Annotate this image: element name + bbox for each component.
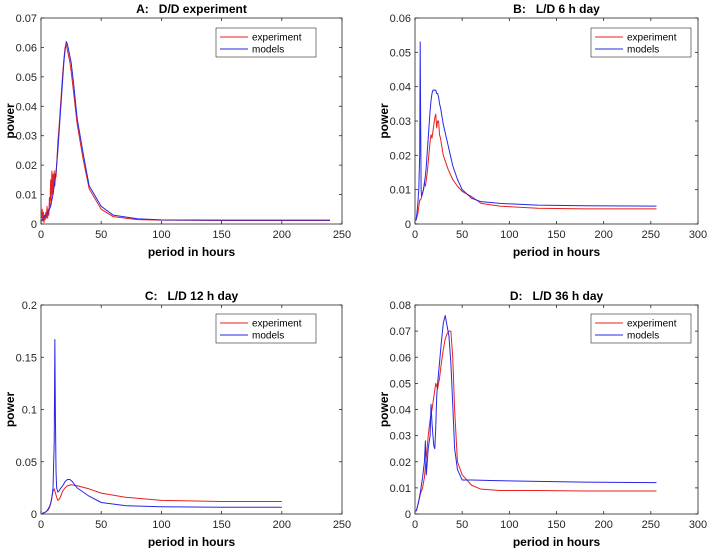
x-tick-label: 50 (456, 519, 468, 531)
x-tick-label: 100 (500, 229, 518, 241)
x-tick-label: 150 (212, 229, 230, 241)
series-line-experiment (41, 43, 330, 224)
x-axis-label: period in hours (513, 245, 601, 259)
y-tick-label: 0 (31, 219, 37, 231)
x-tick-label: 200 (594, 519, 612, 531)
y-tick-label: 0 (31, 509, 37, 521)
legend-label-models: models (252, 331, 284, 342)
x-tick-label: 0 (412, 519, 418, 531)
legend-box (590, 27, 692, 58)
chart-title: A: D/D experiment (136, 2, 247, 16)
x-tick-label: 300 (689, 519, 707, 531)
legend-box (590, 313, 692, 344)
y-tick-label: 0.03 (390, 116, 411, 128)
y-axis-label: power (377, 392, 391, 428)
y-tick-label: 0.2 (22, 300, 37, 312)
x-tick-label: 250 (333, 229, 351, 241)
y-tick-label: 0.15 (16, 352, 37, 364)
chart-panel-3: C: L/D 12 h day 0 50 100 150 200 250 0 0.05 0.1 0.… (3, 289, 351, 548)
series-line-models (415, 41, 657, 221)
x-tick-label: 0 (412, 229, 418, 241)
y-tick-label: 0.07 (16, 13, 37, 25)
y-tick-label: 0.04 (16, 101, 37, 113)
x-tick-label: 50 (456, 229, 468, 241)
chart-title: C: L/D 12 h day (145, 289, 239, 303)
x-tick-label: 300 (689, 229, 707, 241)
plot-area-frame (40, 17, 343, 225)
x-tick-label: 50 (95, 229, 107, 241)
y-tick-label: 0.01 (390, 483, 411, 495)
y-tick-label: 0.01 (390, 185, 411, 197)
legend-box (215, 27, 317, 58)
legend-label-models: models (627, 45, 659, 56)
x-tick-label: 250 (642, 229, 660, 241)
chart-title: B: L/D 6 h day (513, 2, 600, 16)
x-tick-label: 100 (152, 519, 170, 531)
y-tick-label: 0.01 (16, 190, 37, 202)
x-tick-label: 200 (273, 229, 291, 241)
y-tick-label: 0.08 (390, 300, 411, 312)
x-tick-label: 250 (333, 519, 351, 531)
y-tick-label: 0.02 (390, 457, 411, 469)
x-tick-label: 100 (152, 229, 170, 241)
y-tick-label: 0.06 (390, 13, 411, 25)
series-line-models (42, 338, 282, 514)
series-line-models (41, 41, 330, 222)
legend-label-experiment: experiment (627, 319, 677, 330)
y-tick-label: 0.02 (16, 160, 37, 172)
x-tick-label: 150 (547, 519, 565, 531)
y-tick-label: 0.06 (390, 352, 411, 364)
y-axis-label: power (3, 103, 17, 139)
y-tick-label: 0.06 (16, 42, 37, 54)
y-tick-label: 0.1 (22, 405, 37, 417)
y-tick-label: 0 (405, 509, 411, 521)
x-tick-label: 0 (38, 519, 44, 531)
x-tick-label: 100 (500, 519, 518, 531)
y-tick-label: 0.05 (390, 47, 411, 59)
y-tick-label: 0.05 (16, 72, 37, 84)
legend-label-experiment: experiment (252, 319, 302, 330)
y-axis-label: power (3, 392, 17, 428)
y-tick-label: 0.02 (390, 150, 411, 162)
legend-label-models: models (252, 45, 284, 56)
y-tick-label: 0.07 (390, 326, 411, 338)
x-tick-label: 250 (642, 519, 660, 531)
x-tick-label: 50 (95, 519, 107, 531)
y-tick-label: 0.03 (390, 431, 411, 443)
y-tick-label: 0.03 (16, 131, 37, 143)
legend-label-experiment: experiment (252, 33, 302, 44)
x-axis-label: period in hours (148, 245, 236, 259)
series-line-models (415, 314, 657, 512)
chart-panel-2: B: L/D 6 h day 0 50 100 150 200 250 300 0 0.01 0.0… (377, 2, 707, 259)
y-axis-label: power (377, 103, 391, 139)
chart-panel-4: D: L/D 36 h day 0 50 100 150 200 250 300 0 0.01 0.… (377, 289, 707, 548)
x-tick-label: 200 (273, 519, 291, 531)
x-tick-label: 200 (594, 229, 612, 241)
x-tick-label: 150 (547, 229, 565, 241)
y-tick-label: 0 (405, 219, 411, 231)
chart-title: D: L/D 36 h day (510, 289, 604, 303)
legend-label-experiment: experiment (627, 33, 677, 44)
legend-box (215, 313, 317, 344)
x-axis-label: period in hours (513, 535, 601, 548)
y-tick-label: 0.05 (390, 378, 411, 390)
legend-label-models: models (627, 331, 659, 342)
y-tick-label: 0.05 (16, 457, 37, 469)
y-tick-label: 0.04 (390, 405, 411, 417)
x-tick-label: 0 (38, 229, 44, 241)
chart-panel-1: A: D/D experiment 0 50 100 150 200 250 0 0.01 0.0… (3, 2, 351, 259)
x-tick-label: 150 (212, 519, 230, 531)
y-tick-label: 0.04 (390, 82, 411, 94)
series-line-experiment (415, 330, 657, 512)
x-axis-label: period in hours (148, 535, 236, 548)
